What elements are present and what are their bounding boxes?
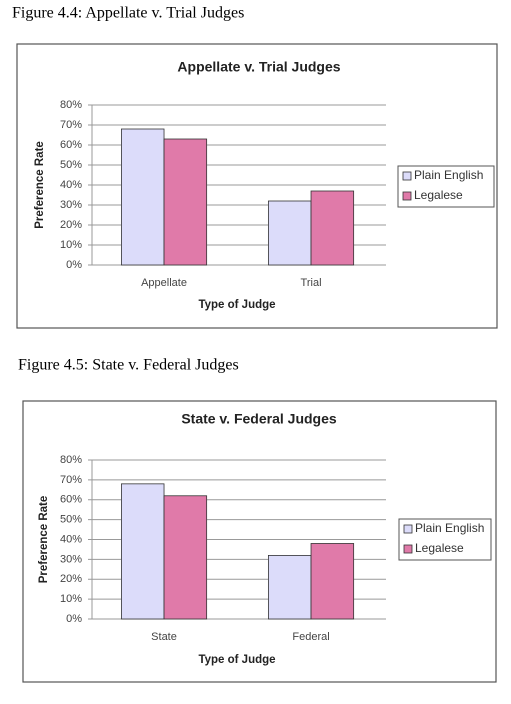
x-axis-title: Type of Judge [198, 654, 275, 666]
y-tick-label: 0% [66, 259, 82, 271]
y-tick-label: 50% [60, 514, 82, 526]
y-tick-label: 60% [60, 494, 82, 506]
figure-caption: Figure 4.5: State v. Federal Judges [18, 357, 239, 374]
bar [267, 555, 312, 620]
y-axis-title: Preference Rate [38, 496, 50, 584]
x-tick-label: State [151, 631, 177, 643]
y-tick-label: 10% [60, 239, 82, 251]
legend-label: Legalese [414, 188, 463, 202]
bar [310, 543, 355, 620]
y-tick-label: 80% [60, 454, 82, 466]
y-tick-label: 60% [60, 139, 82, 151]
y-tick-label: 70% [60, 474, 82, 486]
bar [121, 128, 165, 266]
legend-swatch [402, 171, 412, 181]
bar [163, 138, 208, 266]
y-tick-label: 0% [66, 613, 82, 625]
bar [267, 200, 312, 266]
chart-title: State v. Federal Judges [181, 411, 337, 427]
y-tick-label: 40% [60, 179, 82, 191]
legend-box [398, 518, 492, 561]
y-tick-label: 10% [60, 593, 82, 605]
y-tick-label: 20% [60, 573, 82, 585]
y-tick-label: 40% [60, 533, 82, 545]
y-tick-label: 70% [60, 119, 82, 131]
bar [121, 483, 165, 620]
legend-swatch [402, 191, 412, 201]
bar [310, 190, 355, 266]
y-tick-label: 20% [60, 219, 82, 231]
y-tick-label: 50% [60, 159, 82, 171]
legend-box [397, 165, 495, 208]
legend-label: Plain English [414, 168, 483, 182]
y-axis-title: Preference Rate [34, 141, 46, 229]
x-tick-label: Trial [301, 277, 322, 289]
x-tick-label: Federal [292, 631, 329, 643]
x-tick-label: Appellate [141, 277, 187, 289]
legend-swatch [403, 544, 413, 554]
legend-swatch [403, 524, 413, 534]
x-axis-title: Type of Judge [198, 299, 275, 311]
legend-label: Plain English [415, 521, 484, 535]
y-tick-label: 30% [60, 553, 82, 565]
y-tick-label: 80% [60, 99, 82, 111]
figure-caption: Figure 4.4: Appellate v. Trial Judges [12, 5, 244, 22]
chart-title: Appellate v. Trial Judges [177, 59, 340, 75]
y-tick-label: 30% [60, 199, 82, 211]
legend-label: Legalese [415, 541, 464, 555]
bar [163, 495, 208, 620]
